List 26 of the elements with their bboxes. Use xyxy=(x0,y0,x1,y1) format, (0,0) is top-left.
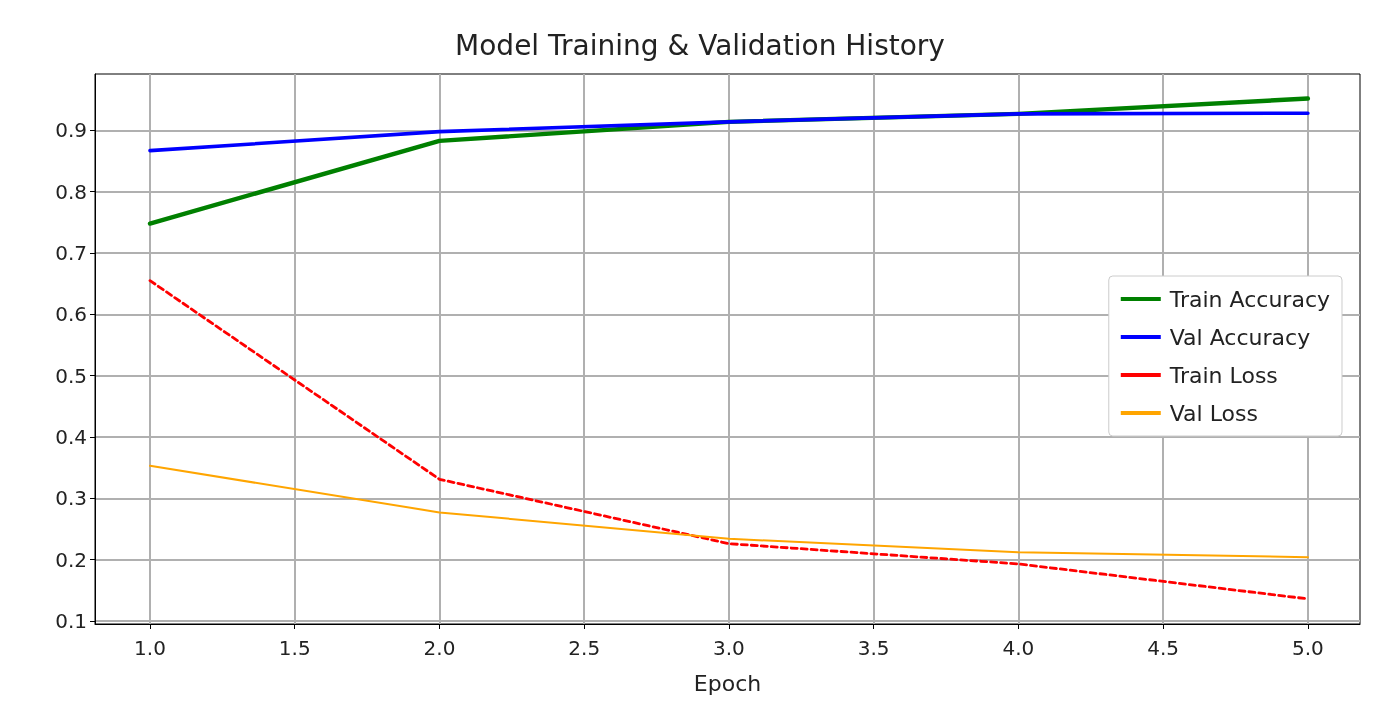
x-tick-label: 3.0 xyxy=(713,636,745,660)
line-series xyxy=(149,464,1309,559)
x-tick-label: 2.5 xyxy=(568,636,601,660)
x-tick-label: 3.5 xyxy=(857,636,890,660)
y-tick-label: 0.7 xyxy=(55,241,87,266)
y-tick-label: 0.8 xyxy=(55,179,87,204)
x-tick-label: 4.5 xyxy=(1147,636,1180,660)
y-tick-label: 0.5 xyxy=(55,363,87,388)
chart-title: Model Training & Validation History xyxy=(455,28,945,62)
legend-label: Train Loss xyxy=(1168,362,1278,388)
y-tick-label: 0.6 xyxy=(55,302,87,327)
x-tick-label: 2.0 xyxy=(423,636,456,660)
x-tick-label: 1.5 xyxy=(278,636,311,660)
line-series xyxy=(148,111,1310,153)
y-tick-label: 0.9 xyxy=(55,118,87,143)
legend-label: Val Accuracy xyxy=(1169,324,1311,350)
x-tick-label: 5.0 xyxy=(1291,636,1324,660)
legend-label: Train Accuracy xyxy=(1168,286,1331,312)
x-axis-title: Epoch xyxy=(693,670,762,696)
x-tick-label: 1.0 xyxy=(134,636,166,660)
legend-label: Val Loss xyxy=(1169,400,1258,426)
y-tick-label: 0.2 xyxy=(55,547,87,572)
y-tick-label: 0.4 xyxy=(55,424,87,449)
y-tick-label: 0.1 xyxy=(55,608,87,633)
x-tick-label: 4.0 xyxy=(1002,636,1035,660)
y-tick-label: 0.3 xyxy=(55,486,87,511)
